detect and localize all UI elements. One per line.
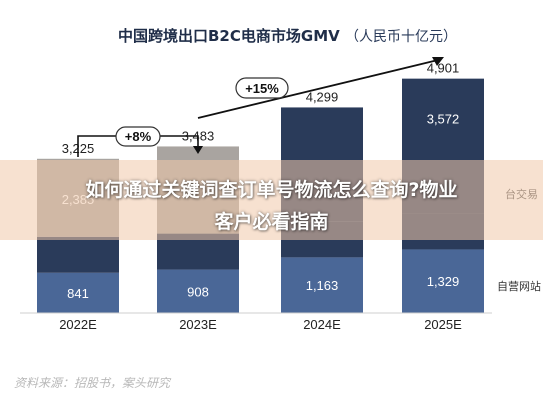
bar-segment-own-site xyxy=(157,269,239,313)
x-tick-label: 2022E xyxy=(59,317,97,332)
growth-bracket-arrowhead xyxy=(193,146,203,154)
bar-segment-dark xyxy=(37,236,119,273)
overlay-banner xyxy=(0,160,543,240)
bar-value-label: 908 xyxy=(187,284,209,299)
bar-value-label: 3,572 xyxy=(427,112,460,127)
growth-badge-label: +8% xyxy=(125,129,152,144)
legend-label: 自营网站 xyxy=(497,279,541,293)
x-tick-label: 2025E xyxy=(424,317,462,332)
growth-badge-label: +15% xyxy=(245,81,279,96)
bar-segment-own-site xyxy=(402,249,484,313)
x-tick-label: 2024E xyxy=(303,317,341,332)
growth-badge xyxy=(115,126,161,147)
bar-value-label: 1,329 xyxy=(427,274,460,289)
chart-unit: （人民币十亿元） xyxy=(345,29,457,45)
bar-segment-own-site xyxy=(37,272,119,313)
growth-badge xyxy=(235,77,289,99)
overlay-title-line1: 如何通过关键词查订单号物流怎么查询?物业 xyxy=(85,179,458,201)
chart-title: 中国跨境出口B2C电商市场GMV xyxy=(118,27,340,45)
bar-total-label: 4,299 xyxy=(306,89,339,104)
source-note: 资料来源：招股书，案头研究 xyxy=(14,376,171,390)
bar-segment-own-site xyxy=(281,257,363,313)
bar-total-label: 4,901 xyxy=(427,61,460,76)
growth-arrow-line xyxy=(197,59,439,119)
growth-arrow-head xyxy=(432,57,444,66)
bar-value-label: 841 xyxy=(67,286,89,301)
bar-value-label: 1,163 xyxy=(306,278,339,293)
x-tick-label: 2023E xyxy=(179,317,217,332)
overlay-title-line2: 客户必看指南 xyxy=(214,211,329,233)
